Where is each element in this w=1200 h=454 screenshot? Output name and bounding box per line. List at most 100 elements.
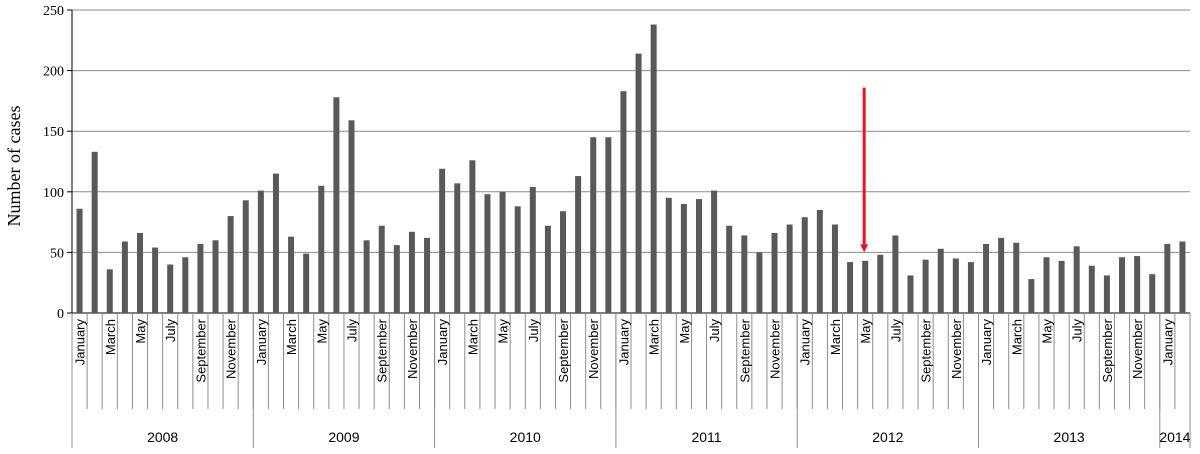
month-tick-label: May	[133, 319, 148, 344]
month-tick-label: May	[314, 319, 329, 344]
bar	[454, 183, 461, 313]
bar	[257, 190, 264, 313]
bar	[212, 240, 219, 313]
y-tick-label: 200	[43, 65, 64, 80]
month-tick-label: November	[768, 318, 783, 379]
y-tick-label: 150	[43, 125, 64, 140]
bar	[786, 224, 793, 313]
month-tick-label: January	[798, 319, 813, 366]
month-tick-label: September	[737, 318, 752, 382]
bars	[76, 24, 1186, 314]
month-tick-label: July	[345, 319, 360, 343]
bar	[1088, 265, 1095, 313]
month-tick-label: July	[163, 319, 178, 343]
bar	[318, 185, 325, 313]
bar	[469, 160, 476, 313]
y-tick-label: 0	[57, 307, 64, 322]
year-tick-label: 2011	[691, 429, 721, 445]
bar	[152, 247, 159, 313]
bar	[862, 260, 869, 313]
y-tick-label: 250	[43, 4, 64, 19]
bar	[1013, 242, 1020, 313]
bar	[726, 225, 733, 313]
gridlines	[72, 9, 1190, 314]
year-tick-label: 2009	[328, 429, 359, 445]
bar	[847, 262, 854, 313]
bar	[393, 245, 400, 313]
bar	[695, 199, 702, 313]
month-tick-label: November	[224, 318, 239, 379]
year-tick-label: 2014	[1159, 429, 1190, 445]
month-tick-label: September	[556, 318, 571, 382]
bar	[136, 233, 143, 313]
bar	[333, 97, 340, 313]
bar	[424, 237, 431, 313]
month-tick-label: March	[465, 319, 480, 355]
year-tick-label: 2013	[1054, 429, 1085, 445]
bar	[1028, 279, 1035, 313]
year-tick-label: 2012	[872, 429, 903, 445]
month-tick-label: November	[1130, 318, 1145, 379]
month-tick-label: May	[496, 319, 511, 344]
bar	[91, 151, 98, 313]
bar	[106, 269, 113, 313]
bar	[1073, 246, 1080, 313]
bar	[227, 216, 234, 313]
annotation	[860, 87, 869, 253]
y-axis-ticks: 0 50 100 150 200 250	[43, 4, 73, 322]
bar	[967, 262, 974, 313]
month-tick-label: September	[1100, 318, 1115, 382]
bar	[605, 137, 612, 313]
month-tick-label: January	[73, 319, 88, 366]
bar	[499, 191, 506, 313]
bar	[952, 258, 959, 313]
bar	[529, 186, 536, 313]
month-tick-label: March	[1009, 319, 1024, 355]
bar	[1134, 256, 1141, 313]
bar	[680, 203, 687, 313]
bar	[1179, 241, 1186, 313]
bar	[1058, 260, 1065, 313]
month-tick-label: January	[979, 319, 994, 366]
bar	[877, 254, 884, 313]
bar	[711, 190, 718, 313]
bar	[167, 264, 174, 313]
y-axis-title: Number of cases	[4, 106, 24, 227]
bar	[484, 194, 491, 313]
bar	[1119, 257, 1126, 313]
bar	[907, 275, 914, 313]
month-tick-label: May	[1039, 319, 1054, 344]
bar	[378, 225, 385, 313]
bar	[1164, 243, 1171, 313]
bar	[197, 243, 204, 313]
month-tick-label: January	[435, 319, 450, 366]
bar	[1103, 275, 1110, 313]
month-tick-label: September	[193, 318, 208, 382]
bar	[922, 259, 929, 313]
bar	[816, 209, 823, 313]
bar	[665, 197, 672, 313]
bar	[620, 91, 627, 313]
bar	[937, 248, 944, 313]
bar	[303, 253, 310, 313]
bar	[983, 243, 990, 313]
bar	[408, 231, 415, 313]
y-tick-label: 100	[43, 186, 64, 201]
bar	[575, 176, 582, 313]
year-tick-label: 2010	[510, 429, 541, 445]
bar	[756, 252, 763, 313]
bar	[801, 217, 808, 313]
bar	[1149, 274, 1156, 313]
bar	[590, 137, 597, 313]
month-tick-label: May	[858, 319, 873, 344]
annotation-arrow-head	[860, 244, 869, 253]
bar	[439, 168, 446, 313]
bar	[242, 200, 249, 313]
month-tick-label: January	[616, 319, 631, 366]
month-tick-label: September	[375, 318, 390, 382]
bar	[650, 24, 657, 313]
month-tick-label: March	[284, 319, 299, 355]
month-tick-label: July	[1070, 319, 1085, 343]
month-tick-label: March	[103, 319, 118, 355]
